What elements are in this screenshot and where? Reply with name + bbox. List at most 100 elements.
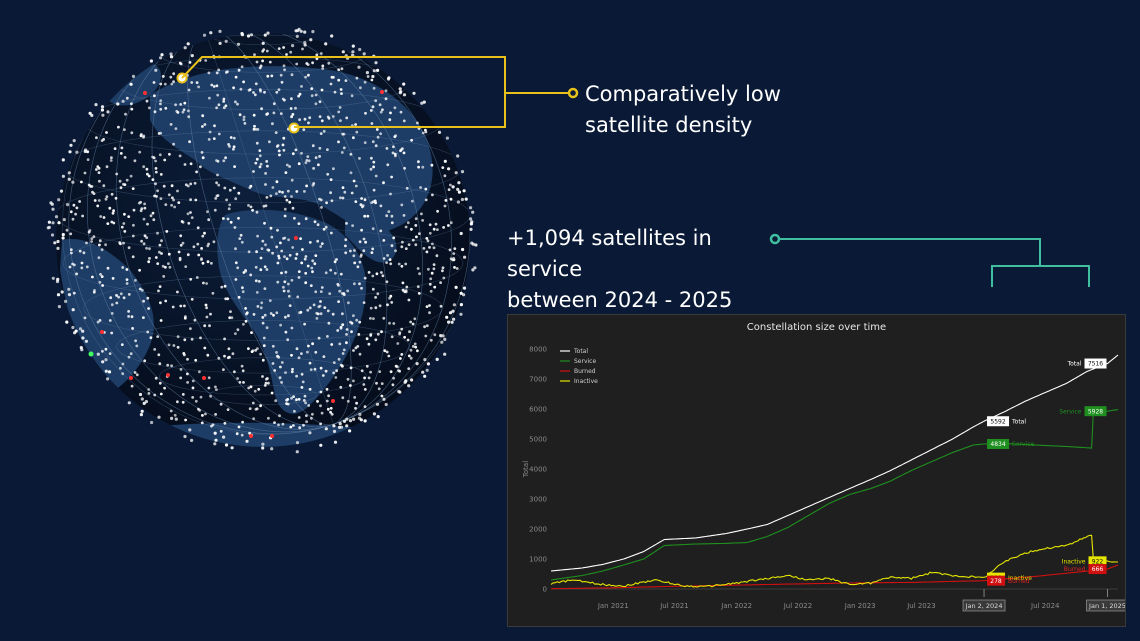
satellite-dot [332, 75, 335, 79]
satellite-dot [328, 292, 332, 295]
satellite-dot [176, 345, 180, 349]
satellite-dot [358, 240, 362, 244]
meridian-line [151, 33, 388, 428]
satellite-dot [275, 192, 278, 196]
satellite-dot [249, 184, 253, 188]
satellite-dot [310, 266, 314, 270]
satellite-dot [287, 314, 290, 318]
satellite-dot [329, 406, 333, 410]
satellite-dot [189, 211, 192, 214]
satellite-dot [364, 240, 367, 244]
satellite-dot [283, 214, 287, 218]
satellite-dot [338, 422, 342, 426]
satellite-dot [360, 369, 364, 373]
satellite-dot [66, 203, 70, 207]
satellite-dot [65, 320, 69, 324]
satellite-dot [350, 94, 354, 98]
satellite-dot [441, 334, 445, 338]
satellite-dot [400, 203, 404, 207]
satellite-dot [75, 150, 79, 154]
satellite-dot [324, 42, 328, 46]
annotation-series-label: Burned [1008, 578, 1030, 585]
satellite-dot [321, 67, 325, 70]
satellite-dot [215, 181, 219, 185]
satellite-dot [263, 287, 267, 290]
satellite-dot [174, 103, 178, 107]
satellite-dot [252, 417, 256, 421]
satellite-dot [242, 55, 246, 59]
highlight-date-label: Jan 2, 2024 [965, 602, 1003, 610]
satellite-dot [101, 349, 104, 353]
annotation-value-box [1084, 406, 1107, 417]
satellite-dot [72, 203, 76, 207]
satellite-dot [469, 206, 473, 210]
satellite-dot [280, 361, 284, 364]
satellite-dot [224, 443, 229, 447]
satellite-dot [337, 140, 340, 144]
satellite-dot [264, 183, 267, 186]
inactive-satellite-dot [331, 399, 335, 403]
satellite-dot [283, 207, 287, 211]
satellite-dot [297, 416, 301, 419]
satellite-dot [338, 289, 342, 293]
satellite-dot [365, 364, 369, 368]
satellite-dot [369, 167, 373, 171]
satellite-dot [344, 251, 348, 255]
inactive-satellite-dot [249, 434, 253, 438]
satellite-dot [191, 386, 195, 390]
satellite-dot [164, 299, 168, 303]
satellite-dot [416, 285, 420, 289]
satellite-dot [78, 327, 83, 331]
satellite-dot [167, 262, 170, 265]
satellite-dot [431, 193, 434, 197]
satellite-dot [212, 54, 216, 58]
satellite-dot [51, 207, 55, 211]
satellite-dot [459, 291, 463, 295]
satellite-dot [433, 285, 437, 289]
satellite-dot [324, 271, 328, 275]
satellite-dot [117, 295, 120, 299]
satellite-dot [108, 352, 112, 355]
satellite-dot [189, 277, 193, 281]
satellite-dot [153, 348, 157, 351]
satellite-dot [471, 210, 475, 214]
satellite-dot [322, 227, 326, 231]
satellite-dot [186, 42, 190, 46]
satellite-dot [381, 108, 384, 112]
satellite-dot [399, 357, 402, 360]
satellite-dot [314, 102, 318, 106]
satellite-dot [388, 118, 392, 122]
satellite-dot [375, 128, 379, 131]
satellite-dot [416, 349, 419, 353]
satellite-dot [326, 115, 330, 119]
satellite-dot [251, 208, 255, 212]
satellite-dot [326, 309, 330, 313]
satellite-dot [242, 115, 246, 119]
satellite-dot [224, 104, 228, 108]
satellite-dot [225, 198, 229, 202]
satellite-dot [169, 52, 173, 56]
satellite-dot [420, 212, 423, 216]
satellite-dot [402, 82, 406, 86]
satellite-dot [277, 149, 281, 153]
meridian-line [187, 33, 352, 426]
satellite-dot [257, 387, 261, 391]
satellite-dot [229, 220, 233, 224]
satellite-dot [111, 211, 115, 215]
satellite-dot [439, 304, 443, 308]
satellite-dot [190, 297, 194, 301]
satellite-dot [404, 290, 408, 294]
satellite-dot [271, 122, 274, 126]
x-tick-label: Jul 2024 [1030, 602, 1060, 610]
satellite-dot [167, 193, 171, 197]
satellite-dot [206, 210, 209, 214]
satellite-dot [197, 253, 201, 257]
satellite-dot [113, 147, 117, 151]
satellite-dot [270, 74, 274, 78]
satellite-dot [123, 183, 127, 187]
satellite-dot [402, 214, 406, 217]
satellite-dot [132, 223, 135, 227]
satellite-dot [149, 214, 153, 218]
satellite-dot [365, 337, 369, 341]
satellite-dot [106, 110, 110, 114]
